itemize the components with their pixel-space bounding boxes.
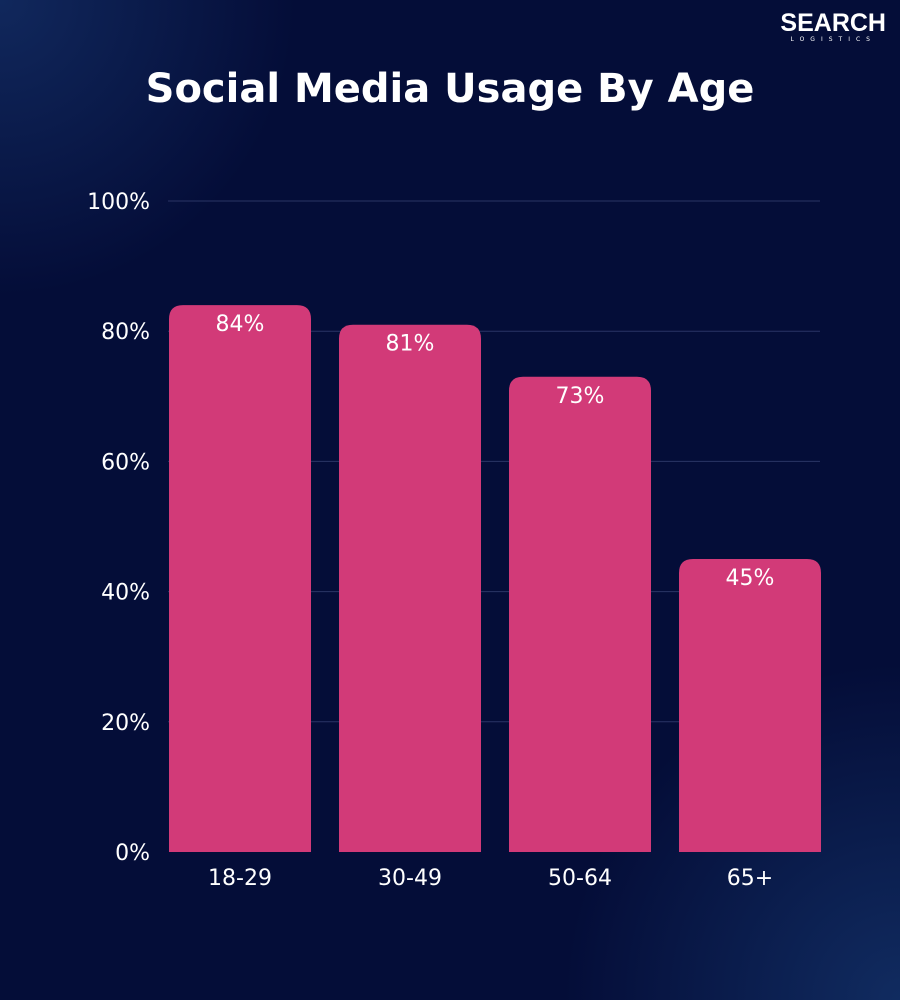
bar [339,324,481,852]
bar [679,559,821,852]
x-tick-label: 50-64 [548,866,612,891]
search-logistics-logo: SEARCH LOGISTICS [780,10,886,44]
x-tick-label: 18-29 [208,866,272,891]
data-label: 73% [556,384,605,409]
y-tick-label: 80% [101,320,150,345]
bar [509,376,651,852]
data-label: 81% [386,332,435,357]
chart-title: Social Media Usage By Age [145,66,755,112]
logo-sub: LOGISTICS [790,36,876,43]
data-label: 84% [216,312,265,337]
x-tick-label: 30-49 [378,866,442,891]
bar [169,305,311,852]
y-tick-label: 40% [101,581,150,606]
logo-main: SEARCH [780,9,886,37]
y-tick-label: 100% [87,190,150,215]
y-tick-label: 0% [115,841,150,866]
y-tick-label: 20% [101,711,150,736]
data-label: 45% [726,566,775,591]
x-tick-label: 65+ [727,866,773,891]
y-tick-label: 60% [101,450,150,475]
